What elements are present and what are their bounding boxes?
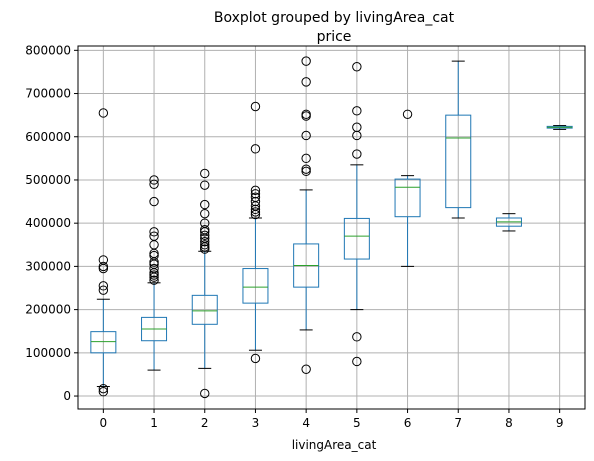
outlier-point: [250, 207, 261, 217]
outlier-point: [301, 77, 311, 87]
outlier-point: [98, 387, 109, 397]
outlier-point: [149, 257, 159, 267]
y-tick-label: 200000: [25, 303, 71, 317]
box-group-6: [394, 109, 421, 267]
outlier-point: [149, 272, 159, 282]
plot-frame: [77, 45, 586, 410]
x-tick-label: 6: [404, 416, 412, 430]
outlier-point: [352, 356, 362, 367]
outlier-point: [301, 166, 311, 177]
boxes: [90, 56, 573, 399]
outlier-point: [149, 270, 159, 280]
x-tick-label: 8: [505, 416, 513, 430]
outlier-point: [301, 164, 311, 174]
outlier-point: [301, 364, 311, 374]
x-tick-label: 0: [100, 416, 108, 430]
x-axis-label: livingArea_cat: [292, 438, 377, 452]
outlier-point: [250, 144, 261, 154]
outlier-point: [98, 108, 109, 118]
outlier-point: [200, 208, 210, 219]
y-tick-label: 300000: [25, 259, 71, 273]
outlier-point: [200, 242, 210, 252]
outlier-point: [149, 175, 159, 185]
box-group-1: [141, 175, 168, 371]
outlier-point: [149, 275, 159, 285]
box-group-0: [90, 108, 117, 397]
box-iqr: [242, 268, 269, 304]
outlier-point: [200, 168, 210, 179]
box-group-2: [191, 168, 218, 399]
box-group-4: [293, 56, 320, 374]
outlier-point: [250, 209, 261, 220]
box-group-5: [343, 62, 370, 367]
x-tick-label: 5: [353, 416, 361, 430]
chart-title: Boxplot grouped by livingArea_cat: [214, 10, 455, 26]
outlier-point: [98, 285, 109, 295]
outlier-point: [200, 244, 210, 254]
outlier-point: [200, 230, 210, 240]
outlier-point: [301, 111, 311, 121]
outlier-point: [352, 149, 362, 159]
outlier-point: [149, 268, 159, 278]
outlier-point: [301, 153, 311, 164]
box-iqr: [394, 178, 421, 218]
x-tick-label: 3: [252, 416, 260, 430]
outlier-point: [149, 196, 159, 207]
x-tick-label: 7: [454, 416, 462, 430]
box-group-7: [445, 60, 472, 219]
outlier-point: [352, 332, 362, 342]
outlier-point: [98, 263, 109, 274]
y-tick-label: 800000: [25, 43, 71, 57]
outlier-point: [352, 62, 362, 72]
outlier-point: [200, 388, 210, 399]
x-tick-label: 2: [201, 416, 209, 430]
y-tick-label: 600000: [25, 130, 71, 144]
box-iqr: [445, 114, 472, 209]
outlier-point: [200, 227, 210, 237]
y-tick-label: 400000: [25, 216, 71, 230]
box-iqr: [90, 331, 117, 354]
outlier-point: [250, 185, 261, 196]
y-axis: 0 100000 200000 300000 400000 500000 600000 700…: [25, 43, 78, 403]
outlier-point: [250, 101, 261, 112]
outlier-point: [200, 237, 210, 247]
outlier-point: [98, 281, 109, 291]
outlier-point: [149, 227, 159, 237]
y-tick-label: 0: [63, 389, 71, 403]
outlier-point: [98, 383, 109, 394]
outlier-point: [200, 240, 210, 250]
outlier-point: [250, 353, 261, 364]
outlier-point: [352, 130, 362, 141]
outlier-point: [98, 261, 109, 272]
outlier-point: [250, 196, 261, 207]
box-iqr: [191, 294, 218, 325]
outlier-point: [301, 56, 311, 66]
x-tick-label: 4: [302, 416, 310, 430]
outlier-point: [200, 180, 210, 190]
x-tick-label: 1: [150, 416, 158, 430]
x-axis: 0 1 2 3 4 5 6 7 8 9: [100, 409, 564, 430]
y-tick-label: 500000: [25, 173, 71, 187]
box-group-9: [546, 125, 573, 130]
outlier-point: [250, 204, 261, 215]
outlier-point: [250, 189, 261, 199]
chart-subtitle: price: [317, 29, 352, 45]
outlier-point: [149, 179, 159, 189]
outlier-point: [301, 130, 311, 141]
box-group-3: [242, 101, 269, 364]
outlier-point: [352, 106, 362, 116]
box-iqr: [343, 217, 370, 260]
box-group-8: [495, 213, 522, 232]
outlier-point: [402, 109, 413, 119]
outlier-point: [200, 199, 210, 210]
x-tick-label: 9: [556, 416, 564, 430]
y-tick-label: 100000: [25, 346, 71, 360]
y-tick-label: 700000: [25, 87, 71, 101]
